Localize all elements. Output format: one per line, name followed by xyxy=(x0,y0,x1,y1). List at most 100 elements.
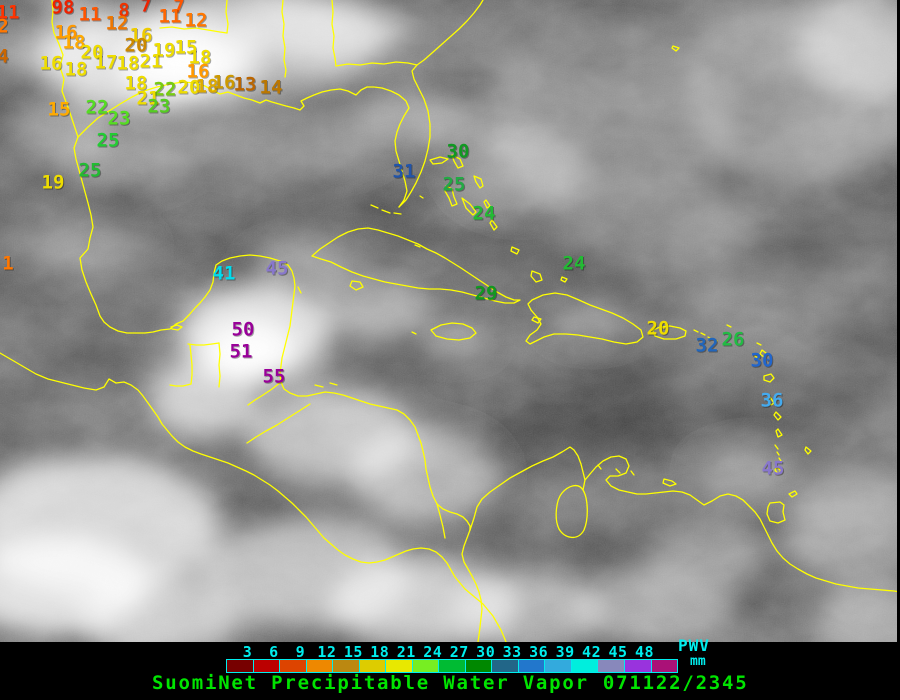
coastline-path xyxy=(754,355,760,360)
colorbar-tick-label: 3 xyxy=(242,643,253,661)
colorbar-segment xyxy=(439,660,465,672)
colorbar-tick-label: 36 xyxy=(529,643,549,661)
colorbar-ticks: 3 6 9 12 15 18 21 24 27 30 33 36 39 42 45 48 xyxy=(0,643,900,661)
colorbar-tick-label: 39 xyxy=(555,643,575,661)
satellite-map xyxy=(0,0,900,642)
coastline-path xyxy=(429,156,449,165)
coastline-path xyxy=(451,154,464,169)
coastline-path xyxy=(525,292,644,345)
coastline-path xyxy=(555,484,588,539)
colorbar-tick-label: 24 xyxy=(423,643,443,661)
colorbar-segment xyxy=(359,660,386,672)
coastline-path xyxy=(246,403,311,444)
footer-caption: SuomiNet Precipitable Water Vapor 071122… xyxy=(152,672,749,694)
coastline-path xyxy=(329,382,338,386)
right-edge-strip xyxy=(897,0,900,642)
coastline-path xyxy=(707,336,712,340)
colorbar-tick-label: 33 xyxy=(502,643,522,661)
coastline-path xyxy=(726,324,732,328)
coastline-path xyxy=(483,199,491,209)
coastline-path xyxy=(662,478,677,487)
colorbar-segment xyxy=(624,660,651,672)
coastline-path xyxy=(530,270,543,283)
coastline-path xyxy=(759,349,767,358)
coastline-path xyxy=(615,468,621,474)
coastline-path xyxy=(469,446,900,593)
coastline-path xyxy=(778,457,782,462)
image-grain xyxy=(0,0,900,642)
coastline-path xyxy=(311,227,521,304)
coastline-path xyxy=(652,325,687,340)
coastline-path xyxy=(766,501,786,524)
coastline-path xyxy=(531,316,542,324)
coastline-path xyxy=(773,411,782,421)
coastline-path xyxy=(414,244,421,248)
coastline-path xyxy=(582,479,586,491)
coastline-path xyxy=(767,396,775,406)
coastline-path xyxy=(630,470,635,476)
coastline-path xyxy=(331,0,337,67)
coastline-path xyxy=(489,219,498,231)
coastline-path xyxy=(51,0,79,138)
coastline-path xyxy=(218,342,221,388)
colorbar-segment xyxy=(412,660,439,672)
coastline-path xyxy=(335,61,418,67)
coastline-path xyxy=(560,276,568,283)
coastline-path xyxy=(774,466,782,475)
coastline-path xyxy=(159,26,228,34)
coastline-path xyxy=(187,342,220,346)
colorbar-tick-label: 42 xyxy=(582,643,602,661)
coastline-path xyxy=(225,0,229,34)
coastline-path xyxy=(169,383,192,387)
coastline-path xyxy=(393,212,402,215)
colorbar-segment xyxy=(651,660,678,672)
coastline-path xyxy=(370,204,379,209)
colorbar-tick-label: 45 xyxy=(608,643,628,661)
coastline-path xyxy=(419,195,424,199)
colorbar-segment xyxy=(253,660,280,672)
coastline-path xyxy=(297,286,302,294)
colorbar-segment xyxy=(545,660,571,672)
colorbar-tick-label: 12 xyxy=(317,643,337,661)
coastline-path xyxy=(700,332,706,336)
colorbar-tick-label: 30 xyxy=(476,643,496,661)
footer-timestamp: 071122/2345 xyxy=(602,672,749,694)
colorbar-segment xyxy=(386,660,412,672)
coastline-path xyxy=(436,503,446,539)
pwv-label: PWV xyxy=(678,636,710,655)
coastline-path xyxy=(693,329,699,333)
pwv-unit-label: mm xyxy=(690,654,706,669)
coastline-path xyxy=(77,81,410,208)
coastline-path xyxy=(398,0,484,208)
coastline-layer xyxy=(0,0,900,642)
colorbar-tick-label: 9 xyxy=(295,643,306,661)
coastline-path xyxy=(170,324,183,331)
coastline-path xyxy=(314,384,324,388)
colorbar-segment xyxy=(492,660,518,672)
coastline-path xyxy=(774,444,779,450)
colorbar-segment xyxy=(465,660,492,672)
coastline-path xyxy=(73,136,471,531)
colorbar-tick-label: 6 xyxy=(269,643,279,661)
coastline-path xyxy=(461,197,477,216)
colorbar-tick-label: 27 xyxy=(449,643,469,661)
coastline-path xyxy=(430,322,477,341)
colorbar-segment xyxy=(598,660,624,672)
coastline-path xyxy=(411,331,417,335)
coastline-path xyxy=(461,529,483,642)
coastline-path xyxy=(712,338,718,342)
map-area: 11 2 4 98 8 7 7 11 11 12 12 16 18 16 20 20 19 15 16 17 18 21 1… xyxy=(0,0,900,642)
coastline-path xyxy=(804,446,812,455)
colorbar-segment xyxy=(518,660,545,672)
colorbar-segment xyxy=(333,660,359,672)
coastline-path xyxy=(763,373,775,383)
colorbar-tick-label: 21 xyxy=(396,643,416,661)
coastline-path xyxy=(775,428,783,438)
coastline-path xyxy=(0,352,507,642)
coastline-path xyxy=(510,246,520,255)
colorbar-tick-label: 18 xyxy=(370,643,390,661)
coastline-path xyxy=(349,280,364,291)
coastline-path xyxy=(756,342,762,346)
colorbar-tick-label: 15 xyxy=(343,643,363,661)
coastline-path xyxy=(671,45,680,52)
